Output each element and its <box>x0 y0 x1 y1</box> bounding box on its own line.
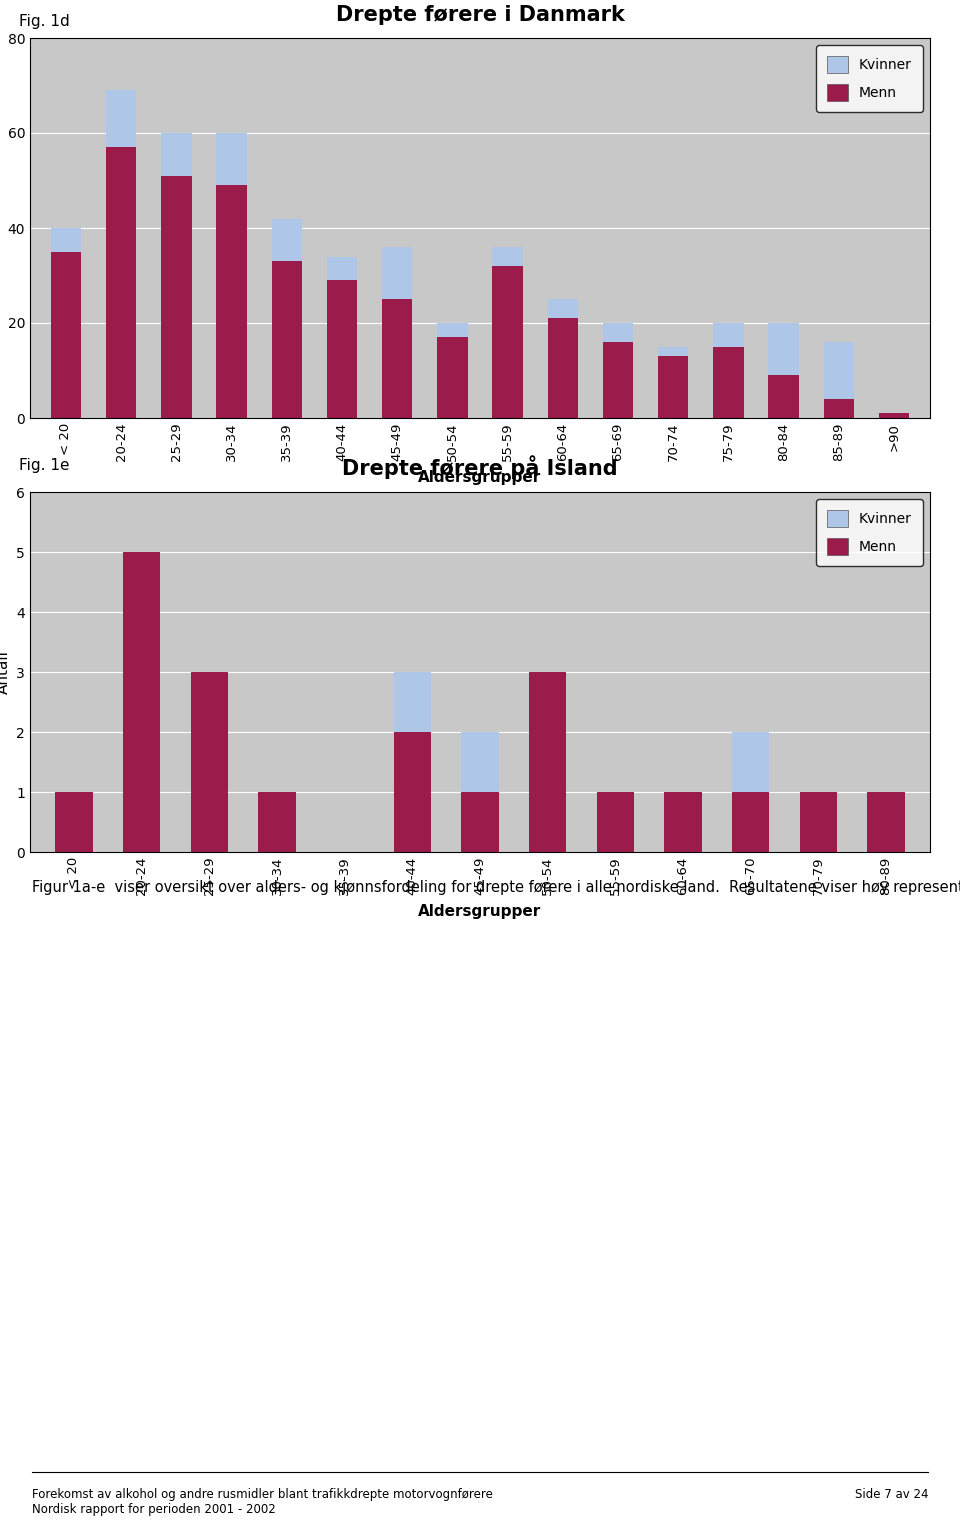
Bar <box>272 219 302 261</box>
Bar <box>51 252 81 419</box>
Bar <box>106 90 136 147</box>
Bar <box>547 299 578 318</box>
Bar <box>879 413 909 419</box>
Title: Drepte førere i Danmark: Drepte førere i Danmark <box>336 5 624 26</box>
Bar <box>492 266 523 419</box>
Bar <box>547 318 578 419</box>
Bar <box>326 280 357 419</box>
Title: Drepte førere på Island: Drepte førere på Island <box>342 455 618 480</box>
Text: Side 7 av 24: Side 7 av 24 <box>854 1488 928 1500</box>
Bar <box>597 792 634 853</box>
Bar <box>123 552 160 853</box>
Bar <box>769 376 799 419</box>
Bar <box>394 672 431 732</box>
Legend: Kvinner, Menn: Kvinner, Menn <box>816 500 924 567</box>
Bar <box>258 792 296 853</box>
Bar <box>713 347 744 419</box>
Y-axis label: Antall: Antall <box>0 206 2 251</box>
Legend: Kvinner, Menn: Kvinner, Menn <box>816 44 924 112</box>
Bar <box>161 133 191 176</box>
Bar <box>106 147 136 419</box>
Bar <box>191 672 228 853</box>
Bar <box>394 732 431 853</box>
Text: Forekomst av alkohol og andre rusmidler blant trafikkdrepte motorvognførere
Nord: Forekomst av alkohol og andre rusmidler … <box>32 1488 492 1516</box>
Bar <box>603 342 634 419</box>
Text: Fig. 1e: Fig. 1e <box>19 458 70 474</box>
X-axis label: Aldersgrupper: Aldersgrupper <box>419 469 541 484</box>
Bar <box>664 792 702 853</box>
Y-axis label: Antall: Antall <box>0 649 11 694</box>
Bar <box>492 248 523 266</box>
Bar <box>437 338 468 419</box>
Bar <box>51 228 81 252</box>
Bar <box>216 185 247 419</box>
Bar <box>824 399 854 419</box>
Bar <box>216 133 247 185</box>
Bar <box>658 356 688 419</box>
Bar <box>437 322 468 338</box>
Bar <box>462 792 498 853</box>
Bar <box>824 342 854 399</box>
Text: Fig. 1d: Fig. 1d <box>19 14 70 29</box>
Bar <box>603 322 634 342</box>
Bar <box>713 322 744 347</box>
Bar <box>732 732 769 792</box>
Bar <box>161 176 191 419</box>
Bar <box>732 792 769 853</box>
Bar <box>462 732 498 792</box>
Text: Figur 1a-e  viser oversikt over alders- og kjønnsfordeling for drepte førere i a: Figur 1a-e viser oversikt over alders- o… <box>32 879 960 895</box>
Bar <box>326 257 357 280</box>
X-axis label: Aldersgrupper: Aldersgrupper <box>419 905 541 918</box>
Bar <box>382 299 413 419</box>
Bar <box>658 347 688 356</box>
Bar <box>272 261 302 419</box>
Bar <box>382 248 413 299</box>
Bar <box>800 792 837 853</box>
Bar <box>769 322 799 376</box>
Bar <box>56 792 92 853</box>
Bar <box>868 792 904 853</box>
Bar <box>529 672 566 853</box>
